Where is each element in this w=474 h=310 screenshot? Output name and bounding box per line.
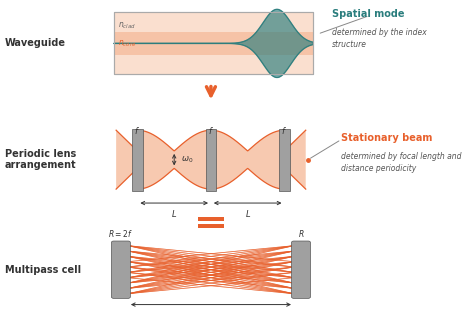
Text: determined by focal length and
distance periodicity: determined by focal length and distance …	[341, 152, 462, 173]
Bar	[198, 217, 224, 221]
Text: Waveguide: Waveguide	[5, 38, 66, 48]
Text: $\omega_0$: $\omega_0$	[181, 154, 194, 165]
Polygon shape	[114, 9, 313, 78]
FancyBboxPatch shape	[292, 241, 310, 298]
Bar	[114, 12, 313, 74]
Text: $L$: $L$	[245, 208, 251, 219]
Text: $f$: $f$	[282, 125, 287, 136]
Text: determined by the index
structure: determined by the index structure	[332, 28, 427, 49]
Bar	[114, 32, 313, 55]
Bar	[114, 12, 313, 74]
FancyBboxPatch shape	[111, 241, 130, 298]
Text: Periodic lens
arrangement: Periodic lens arrangement	[5, 149, 76, 170]
Text: $L$: $L$	[171, 208, 177, 219]
Text: $L$: $L$	[208, 309, 214, 310]
Text: $R$: $R$	[298, 228, 304, 239]
Bar	[198, 224, 224, 228]
Text: $n_{core}$: $n_{core}$	[118, 38, 137, 49]
Text: $n_{clad}$: $n_{clad}$	[118, 20, 137, 31]
Bar	[114, 12, 313, 74]
Text: Spatial mode: Spatial mode	[332, 9, 404, 19]
Polygon shape	[137, 130, 211, 189]
Polygon shape	[116, 130, 137, 189]
Bar	[206, 129, 216, 191]
Text: $f$: $f$	[208, 125, 214, 136]
Bar	[132, 129, 143, 191]
Bar	[279, 129, 290, 191]
Polygon shape	[284, 130, 306, 189]
Text: Stationary beam: Stationary beam	[341, 133, 433, 143]
Polygon shape	[211, 130, 284, 189]
Text: $f$: $f$	[135, 125, 140, 136]
Text: $R=2f$: $R=2f$	[108, 228, 134, 239]
Text: Multipass cell: Multipass cell	[5, 265, 81, 275]
